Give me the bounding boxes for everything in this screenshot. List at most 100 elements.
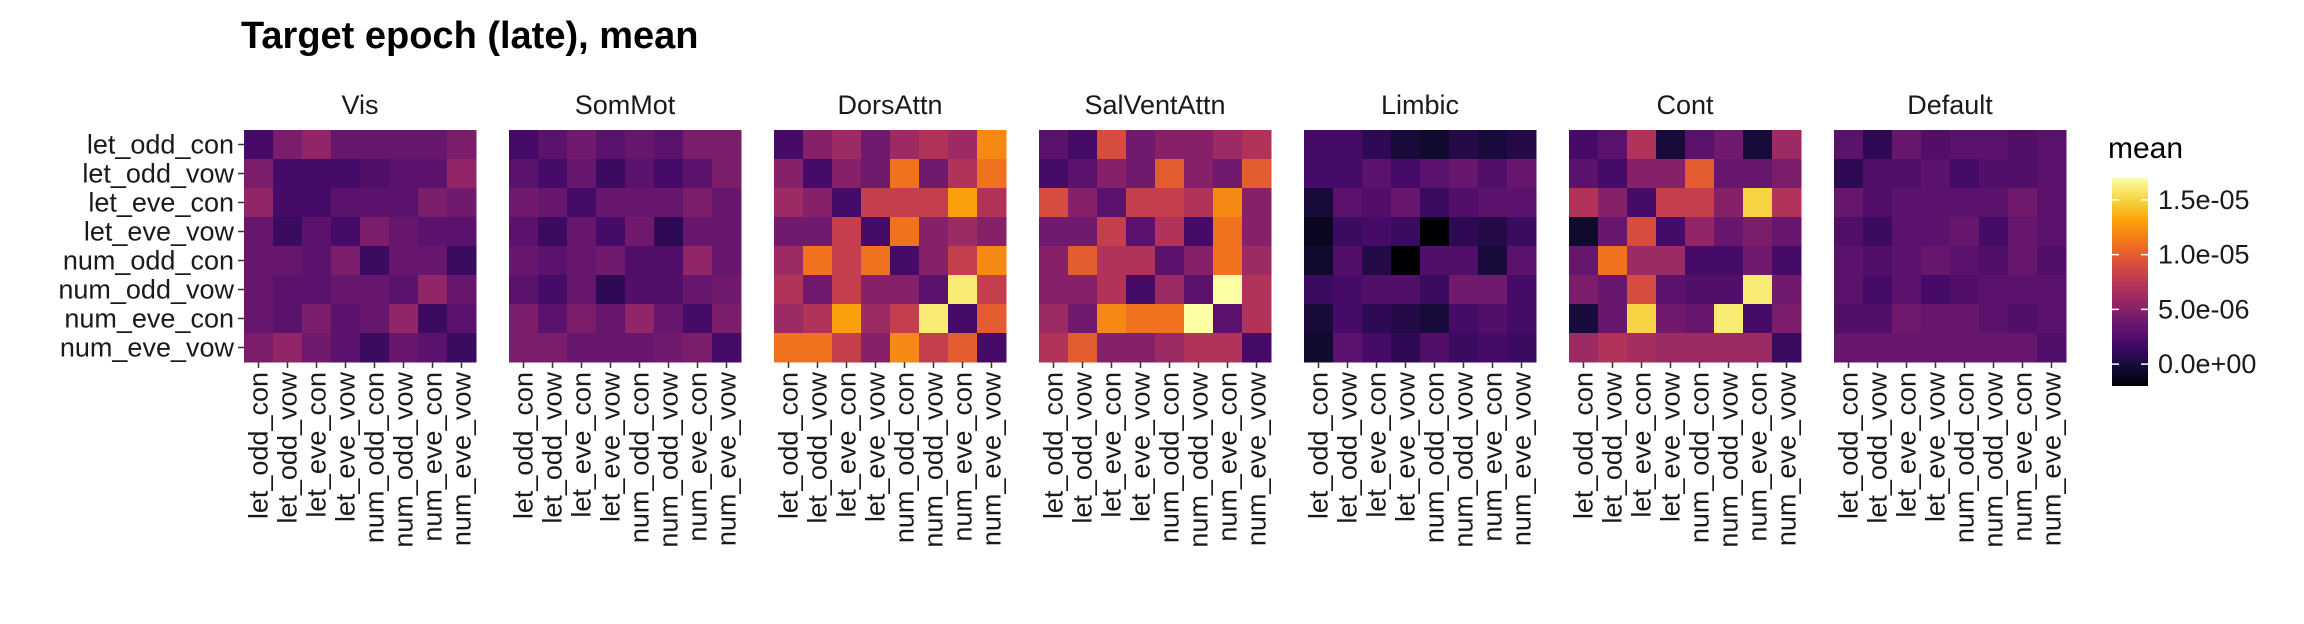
heatmap-cell (331, 246, 361, 276)
heatmap-cell (447, 275, 477, 305)
heatmap-cell (1892, 275, 1922, 305)
heatmap-cell (1892, 304, 1922, 334)
heatmap-cell (625, 304, 655, 334)
panel-default: Default let_odd_con let_odd_vow let_eve_con… (1834, 90, 2067, 548)
x-tick-label: num_odd_vow (919, 372, 949, 548)
heatmap-cell (1950, 188, 1980, 218)
heatmap-cell (2008, 275, 2038, 305)
heatmap-cell (389, 304, 419, 334)
heatmap-cell (1184, 130, 1214, 160)
heatmap-cell (1242, 275, 1272, 305)
heatmap-cell (890, 333, 920, 363)
heatmap-cell (919, 130, 949, 160)
heatmap-cell (1478, 246, 1508, 276)
heatmap-cell (890, 246, 920, 276)
heatmap-cell (331, 275, 361, 305)
heatmap-cell (2037, 246, 2067, 276)
heatmap-cell (389, 333, 419, 363)
panel-title: Limbic (1381, 90, 1459, 120)
heatmap-cell (1304, 188, 1334, 218)
heatmap-cell (1863, 217, 1893, 247)
heatmap-cell (1213, 130, 1243, 160)
heatmap-cell (596, 188, 626, 218)
heatmap-cell (447, 333, 477, 363)
heatmap-cell (418, 304, 448, 334)
heatmap-cell (2008, 217, 2038, 247)
heatmap-cell (1627, 333, 1657, 363)
heatmap-cell (273, 304, 303, 334)
x-tick-label: let_odd_con (244, 372, 274, 519)
heatmap-cell (1834, 304, 1864, 334)
heatmap-cell (1656, 130, 1686, 160)
heatmap-cell (389, 159, 419, 189)
heatmap-cell (1304, 246, 1334, 276)
heatmap-cell (1627, 304, 1657, 334)
heatmap-cell (1714, 333, 1744, 363)
y-tick-label: let_eve_vow (84, 217, 235, 247)
heatmap-cell (977, 304, 1007, 334)
heatmap-cell (1213, 304, 1243, 334)
heatmap-cell (803, 333, 833, 363)
heatmap-cell (1420, 333, 1450, 363)
heatmap-cell (1772, 130, 1802, 160)
heatmap-cell (1039, 159, 1069, 189)
heatmap-cell (1068, 188, 1098, 218)
panel-dorsattn: DorsAttn let_odd_con let_odd_vow let_eve_co… (774, 90, 1007, 548)
x-tick-label: num_eve_con (418, 372, 448, 542)
heatmap-cell (1333, 333, 1363, 363)
heatmap-cell (538, 188, 568, 218)
heatmap-cell (1834, 333, 1864, 363)
heatmap-cell (1627, 217, 1657, 247)
heatmap-cell (977, 188, 1007, 218)
x-tick-label: num_eve_vow (1242, 372, 1272, 547)
heatmap-cell (302, 217, 332, 247)
heatmap-cell (1242, 159, 1272, 189)
heatmap-cell (1449, 188, 1479, 218)
heatmap-cell (774, 304, 804, 334)
heatmap-cell (2008, 246, 2038, 276)
heatmap-cell (774, 333, 804, 363)
x-tick-label: num_odd_con (360, 372, 390, 543)
heatmap-cell (1039, 188, 1069, 218)
heatmap-cell (1685, 188, 1715, 218)
heatmap-cell (1507, 159, 1537, 189)
heatmap-cell (683, 304, 713, 334)
heatmap-cell (1097, 333, 1127, 363)
heatmap-cell (832, 188, 862, 218)
heatmap-cell (919, 188, 949, 218)
heatmap-cell (1921, 275, 1951, 305)
heatmap-cell (1213, 333, 1243, 363)
heatmap-cell (1863, 333, 1893, 363)
heatmap-cell (418, 333, 448, 363)
x-tick-label: let_odd_con (1304, 372, 1334, 519)
heatmap-cell (1333, 275, 1363, 305)
heatmap-cell (625, 246, 655, 276)
heatmap-cell (1391, 304, 1421, 334)
heatmap-cell (244, 159, 274, 189)
heatmap-cell (1598, 275, 1628, 305)
heatmap-cell (1714, 188, 1744, 218)
heatmap-cell (1507, 188, 1537, 218)
heatmap-cell (832, 130, 862, 160)
heatmap-cell (2037, 130, 2067, 160)
heatmap-cell (1304, 130, 1334, 160)
heatmap-cell (1242, 217, 1272, 247)
heatmap-cell (567, 304, 597, 334)
panel-title: Vis (341, 90, 378, 120)
heatmap-cell (1979, 304, 2009, 334)
heatmap-cell (331, 188, 361, 218)
heatmap-cell (1097, 188, 1127, 218)
heatmap-cell (1772, 333, 1802, 363)
heatmap-cell (2037, 159, 2067, 189)
heatmap-cell (1743, 188, 1773, 218)
heatmap-cell (1068, 304, 1098, 334)
heatmap-cell (1507, 246, 1537, 276)
heatmap-cell (360, 275, 390, 305)
heatmap-cell (1155, 333, 1185, 363)
heatmap-cell (1184, 159, 1214, 189)
heatmap-cell (1333, 246, 1363, 276)
heatmap-cell (418, 130, 448, 160)
heatmap-cell (1097, 246, 1127, 276)
heatmap-cell (1478, 188, 1508, 218)
heatmap-cell (418, 246, 448, 276)
